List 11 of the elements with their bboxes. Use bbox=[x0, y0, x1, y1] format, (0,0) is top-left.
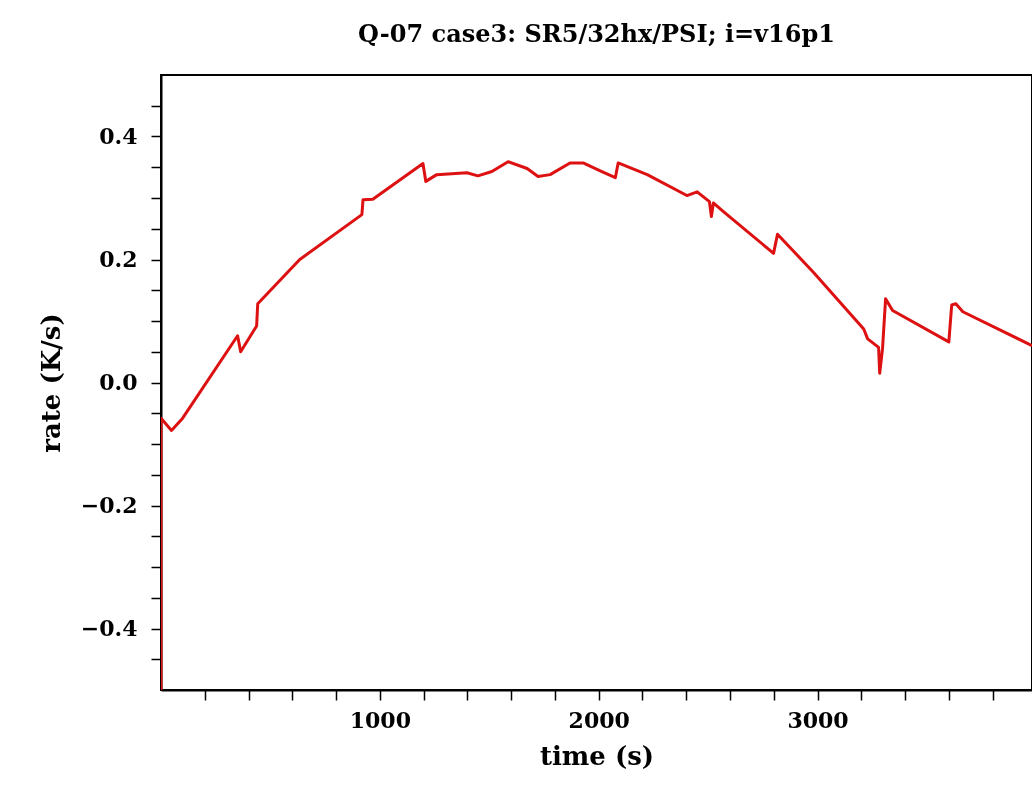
y-tick-label: 0.2 bbox=[99, 246, 138, 272]
y-tick-label: 0.4 bbox=[99, 123, 138, 149]
y-tick-label: −0.2 bbox=[80, 492, 138, 518]
chart-title: Q-07 case3: SR5/32hx/PSI; i=v16p1 bbox=[358, 19, 835, 48]
x-tick-label: 1000 bbox=[349, 706, 411, 733]
y-tick-label: 0.0 bbox=[99, 369, 138, 395]
x-tick-label: 3000 bbox=[787, 706, 849, 733]
y-axis-title: rate (K/s) bbox=[35, 313, 66, 453]
x-tick-label: 2000 bbox=[568, 706, 630, 733]
y-tick-label: −0.4 bbox=[80, 615, 138, 641]
x-axis-title: time (s) bbox=[539, 740, 655, 771]
